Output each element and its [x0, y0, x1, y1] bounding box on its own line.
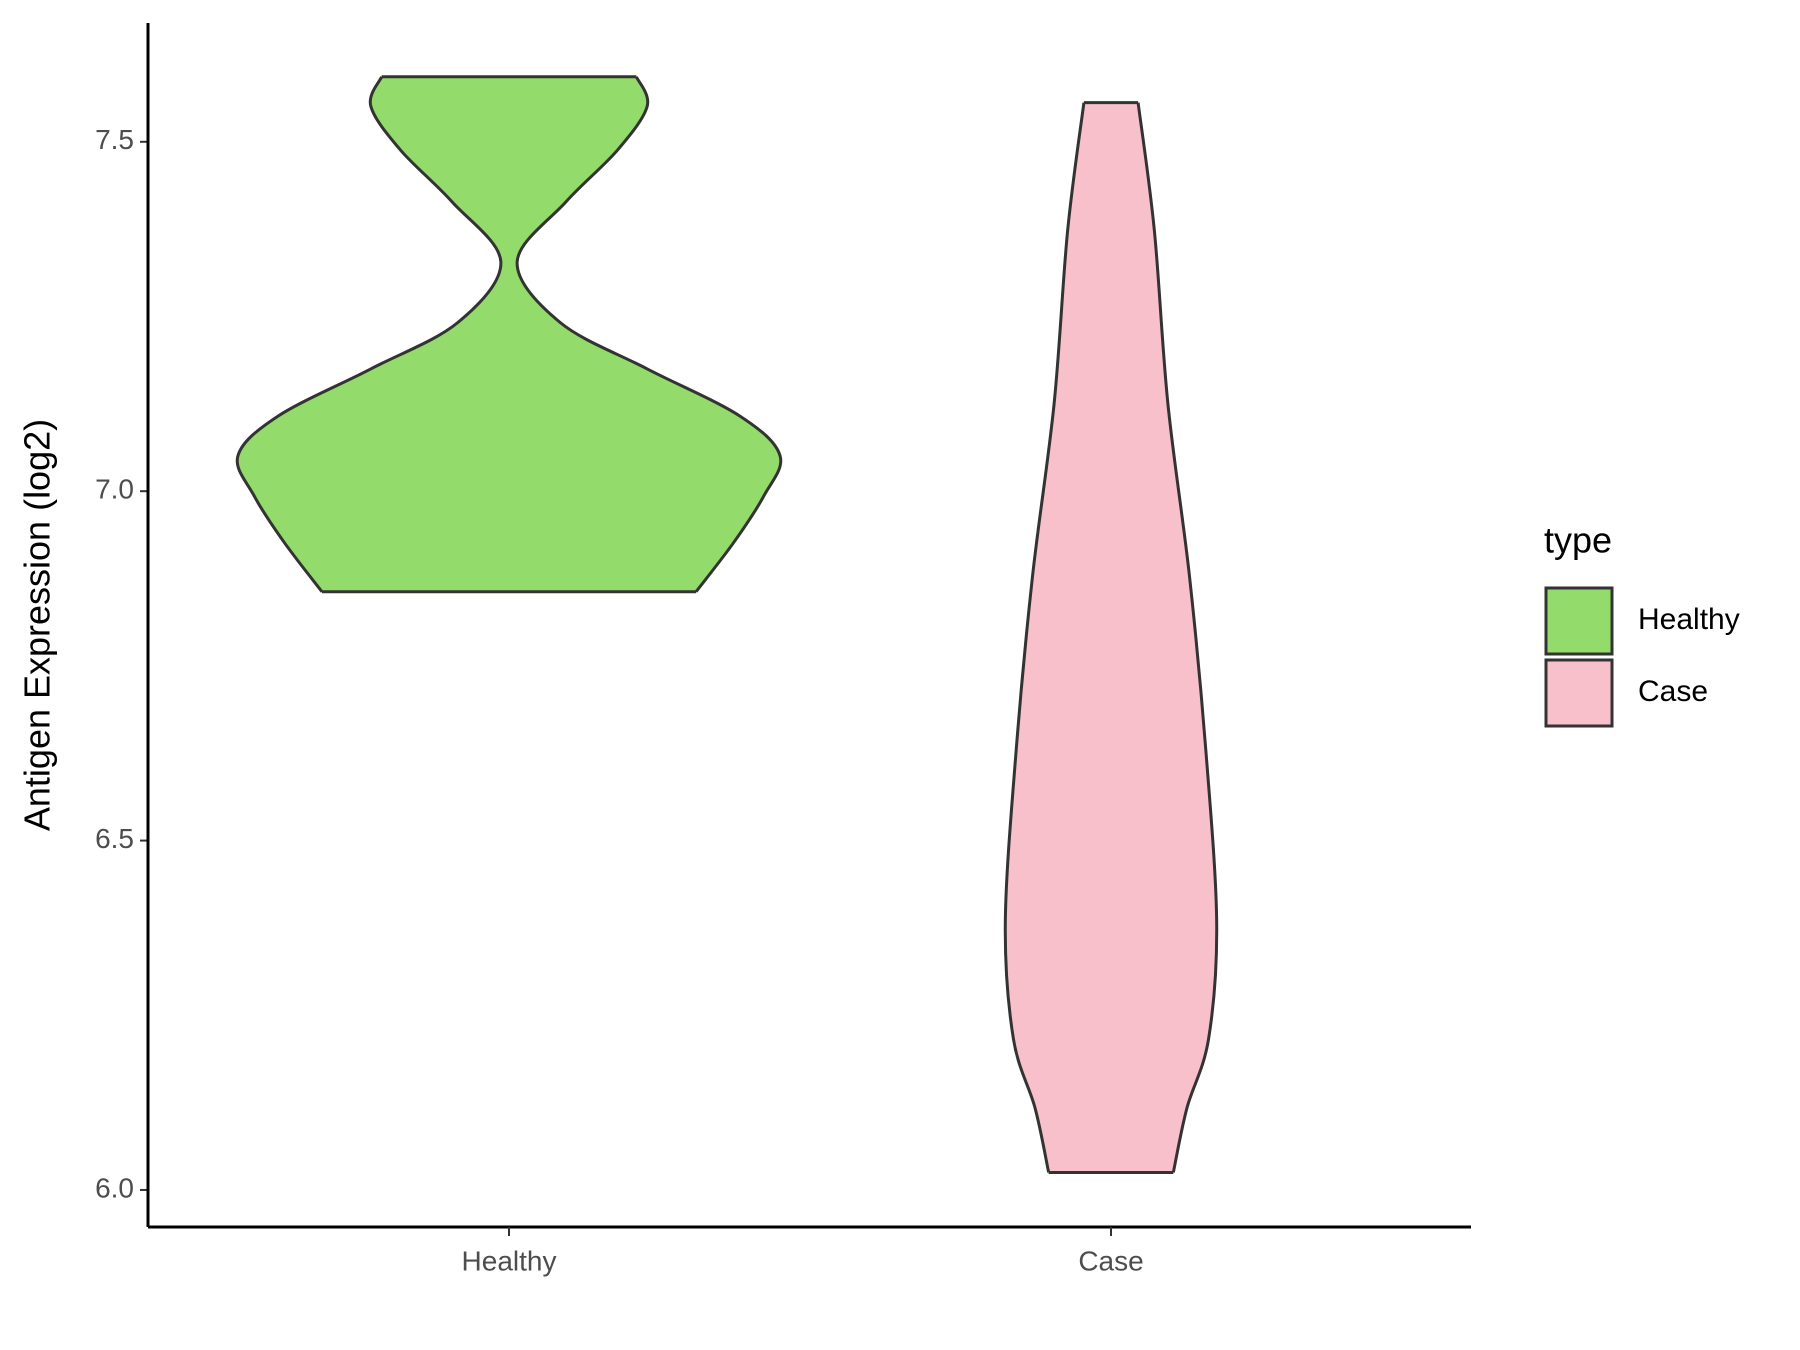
y-axis-title: Antigen Expression (log2) [17, 419, 58, 831]
legend-label: Healthy [1638, 603, 1740, 636]
legend-title: type [1544, 520, 1612, 561]
violin-edge [235, 76, 503, 593]
legend-swatch [1544, 658, 1614, 728]
violin-fill [1005, 102, 1217, 1173]
y-tick-label: 7.5 [95, 124, 134, 155]
y-tick-label: 6.5 [95, 823, 134, 854]
x-tick-label: Case [1078, 1245, 1143, 1276]
violin-edge [1136, 102, 1219, 1173]
violin-edge [515, 76, 783, 593]
legend-swatch [1544, 586, 1614, 656]
x-tick-label: Healthy [462, 1245, 557, 1276]
y-tick-label: 7.0 [95, 474, 134, 505]
violin-edge [1003, 102, 1086, 1173]
violin-fill [237, 76, 781, 592]
legend-label: Case [1638, 675, 1708, 708]
y-tick-label: 6.0 [95, 1172, 134, 1203]
